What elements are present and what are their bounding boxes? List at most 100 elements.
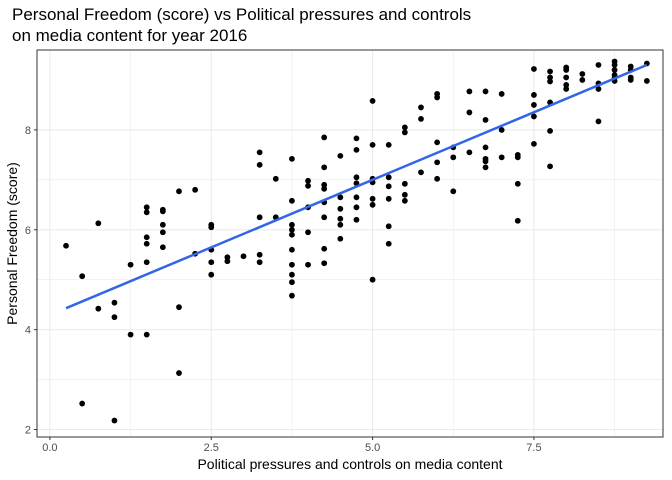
trend-line-layer bbox=[65, 63, 648, 310]
data-point bbox=[192, 186, 199, 193]
data-point bbox=[337, 205, 344, 212]
data-point bbox=[434, 139, 441, 146]
data-point bbox=[256, 259, 263, 266]
data-point bbox=[256, 251, 263, 258]
data-point bbox=[289, 279, 295, 286]
data-point bbox=[450, 188, 457, 195]
data-point bbox=[369, 98, 376, 104]
data-point bbox=[563, 74, 570, 81]
x-tick-label: 7.5 bbox=[526, 442, 541, 454]
data-point bbox=[143, 204, 150, 211]
data-point bbox=[531, 102, 537, 108]
data-point bbox=[547, 74, 553, 81]
data-point bbox=[547, 78, 553, 85]
data-point bbox=[337, 194, 344, 201]
data-point bbox=[498, 126, 505, 133]
data-point bbox=[321, 214, 328, 221]
data-point bbox=[369, 201, 376, 208]
data-point bbox=[385, 174, 392, 181]
y-tick-label: 6 bbox=[25, 225, 31, 237]
data-point bbox=[240, 253, 247, 260]
x-tick-label: 5.0 bbox=[365, 442, 380, 454]
data-point bbox=[401, 124, 408, 131]
data-point bbox=[385, 195, 392, 202]
data-point bbox=[95, 305, 102, 312]
data-point bbox=[321, 181, 328, 188]
data-point bbox=[321, 134, 328, 141]
data-point bbox=[289, 261, 295, 268]
x-tick-label: 0.0 bbox=[42, 442, 57, 454]
data-point bbox=[482, 144, 489, 151]
data-point bbox=[595, 118, 602, 125]
data-point bbox=[385, 183, 392, 190]
data-point bbox=[563, 82, 570, 88]
data-point bbox=[353, 146, 360, 153]
data-point bbox=[127, 331, 134, 338]
data-point bbox=[466, 88, 473, 95]
data-point bbox=[305, 182, 311, 189]
data-point bbox=[321, 185, 328, 192]
data-point bbox=[289, 292, 295, 299]
data-point bbox=[159, 221, 166, 228]
data-point bbox=[547, 68, 553, 75]
data-point bbox=[595, 86, 602, 92]
data-point bbox=[434, 159, 441, 166]
data-point bbox=[256, 161, 263, 168]
chart-title-line-1: Personal Freedom (score) vs Political pr… bbox=[12, 5, 472, 24]
data-point bbox=[434, 94, 441, 101]
data-point bbox=[289, 155, 295, 162]
data-point bbox=[63, 242, 69, 249]
data-point bbox=[176, 370, 182, 376]
data-point bbox=[95, 220, 102, 227]
data-point bbox=[482, 117, 489, 123]
data-point bbox=[498, 91, 505, 97]
data-point bbox=[79, 400, 86, 407]
data-point bbox=[401, 129, 408, 136]
panel-border bbox=[36, 49, 664, 438]
data-point bbox=[111, 417, 118, 424]
data-point bbox=[353, 204, 360, 211]
data-point bbox=[547, 127, 553, 134]
y-axis-title: Personal Freedom (score) bbox=[4, 162, 20, 325]
data-point bbox=[369, 141, 376, 148]
data-point bbox=[256, 214, 263, 221]
data-point bbox=[369, 276, 376, 283]
data-point bbox=[531, 66, 537, 72]
x-tick-label: 2.5 bbox=[204, 442, 219, 454]
data-point bbox=[547, 163, 553, 170]
trend-line bbox=[65, 63, 648, 310]
data-point bbox=[305, 261, 311, 268]
data-point bbox=[466, 109, 473, 116]
y-axis-ticks: 2 4 6 8 bbox=[25, 125, 37, 437]
data-point bbox=[595, 62, 602, 68]
data-point bbox=[321, 260, 328, 267]
y-tick-label: 8 bbox=[25, 125, 31, 137]
data-point bbox=[498, 154, 505, 161]
data-point bbox=[369, 195, 376, 202]
data-point bbox=[224, 254, 231, 261]
data-point bbox=[627, 77, 634, 83]
data-point bbox=[531, 140, 537, 147]
data-point bbox=[385, 141, 392, 148]
data-point bbox=[401, 197, 408, 204]
data-point bbox=[401, 180, 408, 187]
data-point bbox=[305, 229, 311, 236]
data-point bbox=[143, 234, 150, 241]
data-point bbox=[111, 314, 118, 321]
data-point bbox=[611, 62, 618, 68]
data-point bbox=[143, 240, 150, 247]
data-point bbox=[466, 149, 473, 156]
data-point bbox=[353, 174, 360, 181]
data-point bbox=[159, 229, 166, 236]
data-point bbox=[224, 258, 231, 265]
data-point bbox=[353, 216, 360, 223]
y-tick-label: 2 bbox=[25, 425, 31, 437]
data-point bbox=[256, 149, 263, 156]
data-point bbox=[563, 67, 570, 73]
data-point bbox=[531, 113, 537, 120]
data-point bbox=[208, 271, 215, 278]
data-point bbox=[514, 180, 521, 187]
data-point bbox=[482, 158, 489, 165]
data-point bbox=[450, 154, 457, 161]
